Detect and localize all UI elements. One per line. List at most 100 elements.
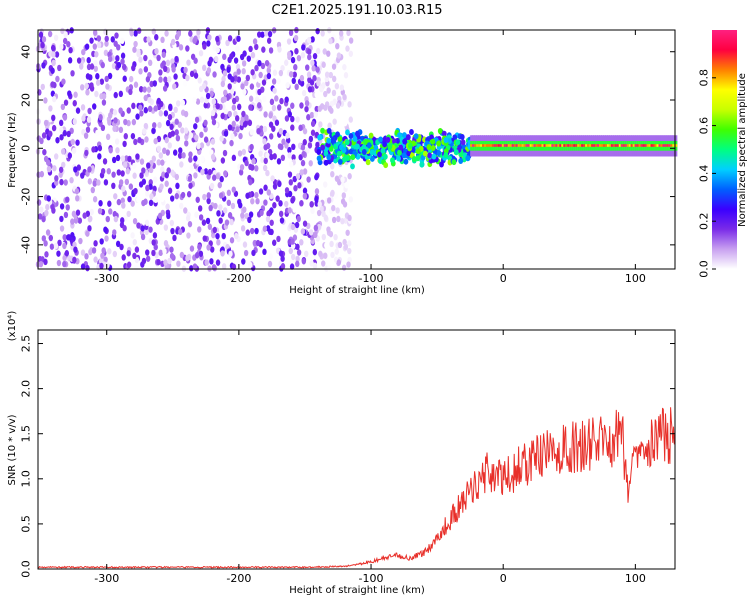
spectrogram-cell <box>70 70 75 77</box>
spectrogram-cell <box>245 229 250 236</box>
spectrogram-cell <box>45 203 50 211</box>
spectrogram-cell <box>207 223 213 230</box>
spectrogram-cell <box>99 78 105 85</box>
spectrogram-cell <box>149 80 154 88</box>
spectrogram-cell <box>326 50 331 57</box>
spectrogram-cell <box>319 205 324 213</box>
spectrogram-cell <box>158 249 163 257</box>
spectrogram-cell <box>200 155 205 163</box>
spectrogram-cell <box>67 57 73 64</box>
spectrogram-cell <box>472 144 476 147</box>
spectrogram-cell <box>166 167 171 174</box>
spectrogram-cell <box>48 105 53 112</box>
spectrogram-cell <box>202 64 207 72</box>
spectrogram-cell <box>120 37 125 45</box>
spectrogram-cell <box>302 128 308 135</box>
spectrogram-cell <box>162 147 167 154</box>
spectrogram-cell <box>160 166 165 173</box>
spectrogram-cell <box>94 90 99 98</box>
spectrogram-cell <box>330 170 335 178</box>
spectrogram-cell <box>331 204 336 212</box>
spectrogram-cell <box>60 27 65 35</box>
spectrogram-cell <box>110 36 115 43</box>
spectrogram-cell <box>664 144 668 147</box>
spectrogram-cell <box>272 69 278 76</box>
spectrogram-cell <box>138 68 143 75</box>
spectrogram-cell <box>179 161 184 168</box>
spectrogram-cell <box>257 88 262 96</box>
spectrogram-cell <box>152 80 158 87</box>
spectrogram-cell <box>326 87 331 94</box>
spectrogram-cell <box>220 250 225 257</box>
spectrogram-cell <box>331 89 337 97</box>
spectrogram-cell <box>230 202 236 210</box>
spectrogram-cell <box>46 165 52 173</box>
spectrogram-cell <box>115 240 121 248</box>
spectrogram-cell <box>290 102 295 109</box>
spectrogram-cell <box>315 141 320 149</box>
x-tick-label: 100 <box>625 572 646 585</box>
spectrogram-cell <box>62 37 68 45</box>
spectrogram-cell <box>373 144 379 151</box>
spectrogram-cell <box>624 144 628 147</box>
spectrogram-cell <box>419 161 425 168</box>
spectrogram-cell <box>310 207 315 215</box>
spectrogram-cell <box>299 102 304 109</box>
spectrogram-cell <box>304 105 309 113</box>
spectrogram-cell <box>272 202 277 209</box>
spectrogram-cell <box>119 243 124 251</box>
spectrogram-cell <box>108 208 113 215</box>
spectrogram-cell <box>89 208 94 216</box>
spectrogram-cell <box>316 80 321 87</box>
spectrogram-cell <box>250 198 255 205</box>
snr-x-ticks: -300 -200 -100 0 100 <box>94 330 646 585</box>
spectrogram-cell <box>206 67 212 74</box>
spectrogram-cell <box>88 74 93 81</box>
spectrogram-cell <box>310 59 315 67</box>
spectrogram-cell <box>240 115 245 123</box>
spectrogram-cell <box>241 68 246 75</box>
spectrogram-cell <box>97 207 103 215</box>
spectrogram-cell <box>600 144 604 147</box>
spectrogram-cell <box>553 144 557 147</box>
spectrogram-cell <box>321 233 327 241</box>
spectrogram-cell <box>93 256 98 263</box>
spectrogram-cell <box>116 61 122 69</box>
spectrogram-cell <box>211 174 217 181</box>
spectrogram-cell <box>672 144 676 147</box>
spectrogram-cell <box>231 120 236 128</box>
spectrogram-cell <box>378 136 383 143</box>
spectrogram-cell <box>557 144 561 147</box>
spectrogram-cell <box>331 75 337 83</box>
spectrogram-cell <box>267 260 273 268</box>
spectrogram-cell <box>184 140 189 147</box>
spectrogram-cell <box>499 144 503 147</box>
y-tick-label: 0.0 <box>20 560 33 578</box>
spectrogram-cell <box>276 235 281 243</box>
spectrogram-cell <box>62 260 67 268</box>
spectrogram-cell <box>340 218 345 225</box>
spectrogram-cell <box>272 183 278 190</box>
spectrogram-cell <box>265 225 271 232</box>
spectrogram-cell <box>46 195 51 202</box>
spectrogram-cell <box>194 116 200 123</box>
spectrogram-cell <box>323 181 328 188</box>
spectrogram-cell <box>237 103 242 111</box>
spectrogram-cell <box>112 229 117 236</box>
spectrogram-cell <box>183 127 189 134</box>
spectrogram-cell <box>345 229 350 236</box>
spectrogram-cell <box>335 42 340 50</box>
x-tick-label: -100 <box>359 272 384 285</box>
spectrogram-cell <box>302 220 308 227</box>
spectrogram-cell <box>646 144 650 147</box>
spectrogram-cell <box>541 144 545 147</box>
spectrogram-cell <box>59 134 64 141</box>
spectrogram-cell <box>209 258 214 265</box>
spectrogram-cell <box>98 114 103 121</box>
spectrogram-cell <box>174 55 179 63</box>
y-tick-label: 1.0 <box>20 470 33 488</box>
spectrogram-cell <box>167 257 172 265</box>
spectrogram-cell <box>146 36 151 43</box>
spectrogram-cell <box>113 40 118 47</box>
spectrogram-cell <box>80 104 86 111</box>
